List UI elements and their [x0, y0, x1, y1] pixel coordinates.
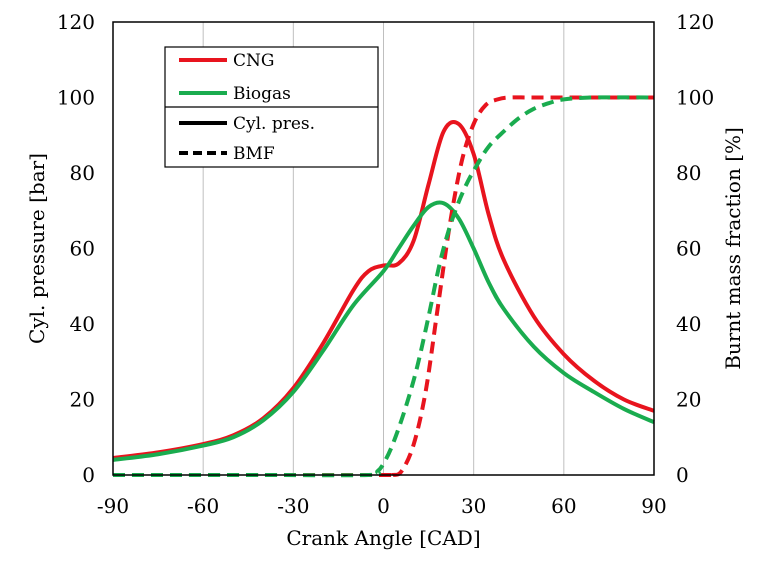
y-right-tick-label: 40 [676, 312, 701, 336]
y-right-tick-label: 120 [676, 10, 714, 34]
series-biogas-bmf [112, 95, 655, 478]
series-biogas-cyl-pres [112, 200, 655, 462]
tick-labels: -90 -60 -30 0 30 60 90 0 20 40 60 80 100 120 0 20 40 60 80… [57, 10, 714, 518]
x-tick-label: -60 [187, 494, 219, 518]
y-left-tick-label: 120 [57, 10, 95, 34]
y-right-tick-label: 100 [676, 86, 714, 110]
y-right-tick-label: 20 [676, 388, 701, 412]
x-axis-title: Crank Angle [CAD] [286, 526, 480, 550]
x-tick-label: -30 [277, 494, 309, 518]
y-axis-left-title: Cyl. pressure [bar] [25, 153, 49, 344]
y-axis-right-title: Burnt mass fraction [%] [721, 127, 745, 370]
y-left-tick-label: 80 [70, 161, 95, 185]
x-tick-label: -90 [97, 494, 129, 518]
x-tick-label: 60 [551, 494, 576, 518]
y-right-tick-label: 60 [676, 237, 701, 261]
y-left-tick-label: 100 [57, 86, 95, 110]
y-left-tick-label: 0 [82, 463, 95, 487]
y-left-tick-label: 40 [70, 312, 95, 336]
x-tick-label: 30 [461, 494, 486, 518]
legend-biogas-label: Biogas [233, 84, 291, 104]
legend-bmf-label: BMF [233, 144, 275, 164]
legend-cyl-pres-label: Cyl. pres. [233, 114, 315, 134]
plot-frame [112, 21, 655, 476]
legend-cng-label: CNG [233, 51, 274, 71]
y-right-tick-label: 0 [676, 463, 689, 487]
x-tick-label: 90 [641, 494, 666, 518]
legend: CNG Biogas Cyl. pres. BMF [164, 46, 379, 168]
y-left-tick-label: 20 [70, 388, 95, 412]
y-right-tick-label: 80 [676, 161, 701, 185]
x-tick-label: 0 [377, 494, 390, 518]
y-left-tick-label: 60 [70, 237, 95, 261]
